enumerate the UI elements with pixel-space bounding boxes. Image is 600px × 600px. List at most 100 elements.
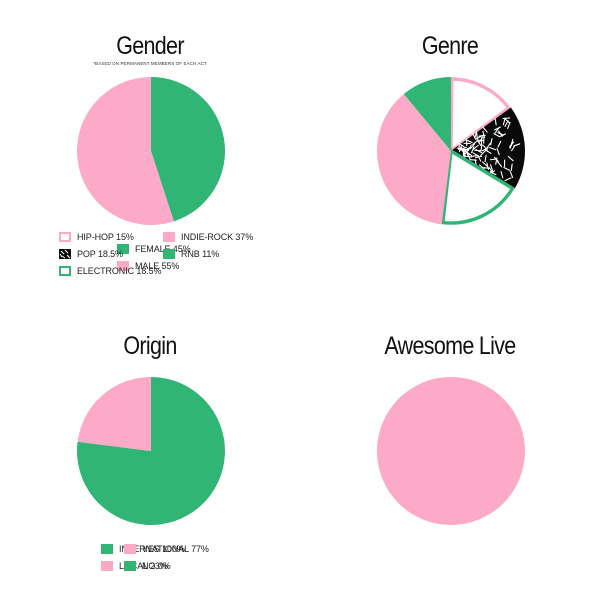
- awesome-live-slice-yes: [377, 377, 525, 525]
- pop-pattern-mark: [498, 130, 503, 137]
- pop-pattern-mark: [470, 146, 475, 154]
- pop-pattern-mark: [489, 146, 497, 151]
- legend-swatch: [101, 561, 113, 571]
- legend-label: RNB 11%: [181, 249, 220, 259]
- legend-label: INDIE-ROCK 37%: [181, 232, 254, 242]
- gender-chart-panel: Gender *BASED ON PERMANENT MEMBERS OF EA…: [0, 0, 300, 300]
- pop-pattern-mark: [484, 149, 492, 154]
- pop-pattern-mark: [486, 142, 491, 149]
- origin-chart-panel: Origin INTERNATIONAL 77% LOCAL 23%: [0, 300, 300, 600]
- legend-item: POP 18.5%: [59, 249, 123, 259]
- legend-swatch: [59, 266, 71, 276]
- legend-item: INTERNATIONAL 77%: [101, 544, 209, 554]
- genre-slice-rnb: [403, 77, 451, 151]
- awesome-live-pie: [377, 377, 525, 525]
- pop-pattern-mark: [480, 150, 486, 156]
- pop-pattern-mark: [494, 126, 501, 131]
- pop-pattern-mark: [472, 144, 479, 150]
- pop-pattern-mark: [476, 139, 485, 142]
- legend-item: HIP-HOP 15%: [59, 232, 134, 242]
- pop-pattern-mark: [494, 118, 497, 126]
- pop-pattern-mark: [500, 171, 504, 179]
- pop-pattern-mark: [504, 120, 509, 127]
- pop-pattern-mark: [470, 155, 479, 157]
- pop-pattern-mark: [510, 163, 513, 172]
- legend-swatch: [117, 244, 129, 254]
- gender-chart-subtitle: *BASED ON PERMANENT MEMBERS OF EACH ACT: [93, 61, 207, 66]
- awesome-live-chart-title: Awesome Live: [384, 332, 516, 360]
- pop-pattern-mark: [465, 139, 473, 144]
- pop-pattern-mark: [497, 140, 502, 148]
- pop-pattern-mark: [464, 148, 470, 155]
- pop-pattern-mark: [497, 161, 503, 168]
- gender-pie: [77, 77, 226, 226]
- pop-pattern-mark: [493, 156, 500, 163]
- legend-swatch: [124, 561, 136, 571]
- genre-slice-pop: [451, 107, 526, 189]
- pop-pattern-mark: [482, 144, 488, 151]
- pop-pattern-mark: [478, 164, 485, 170]
- legend-swatch: [163, 232, 175, 242]
- pop-pattern-mark: [475, 135, 483, 140]
- pop-pattern-mark: [490, 138, 493, 146]
- pop-pattern-mark: [472, 139, 479, 145]
- pop-pattern-mark: [469, 143, 476, 150]
- pop-pattern-mark: [474, 155, 483, 159]
- pop-pattern-mark: [503, 166, 511, 171]
- pop-pattern-mark: [482, 167, 490, 169]
- legend-label: MALE 55%: [135, 261, 180, 271]
- legend-swatch: [163, 249, 175, 259]
- gender-chart-title: Gender: [116, 32, 184, 60]
- legend-item: MALE 55%: [117, 261, 179, 271]
- legend-item: ELECTRONIC 18.5%: [59, 266, 162, 276]
- legend-item: INDIE-ROCK 37%: [163, 232, 253, 242]
- legend-item: LOCAL 23%: [101, 561, 168, 571]
- pop-pattern-mark: [482, 126, 488, 133]
- pop-pattern-mark: [477, 154, 482, 162]
- pop-pattern-mark: [465, 151, 473, 157]
- legend-swatch: [117, 261, 129, 271]
- awesome-live-chart-panel: Awesome Live YES 100% NO 0%: [124, 300, 600, 600]
- pop-pattern-mark: [489, 158, 498, 161]
- legend-label: HIP-HOP 15%: [77, 232, 134, 242]
- legend-label: YES 100%: [142, 544, 185, 554]
- pop-pattern-mark: [490, 164, 494, 172]
- legend-label: ELECTRONIC 18.5%: [77, 266, 162, 276]
- genre-slice-hip-hop: [449, 77, 512, 155]
- pop-pattern-mark: [503, 117, 510, 124]
- legend-label: NO 0%: [142, 561, 171, 571]
- origin-slice-local: [77, 377, 151, 451]
- legend-label: INTERNATIONAL 77%: [119, 544, 209, 554]
- genre-slice-indie-rock: [376, 93, 451, 225]
- pop-pattern-mark: [488, 167, 494, 174]
- legend-label: LOCAL 23%: [119, 561, 168, 571]
- gender-slice-male: [77, 77, 174, 226]
- pop-pattern-mark: [513, 143, 521, 147]
- legend-swatch: [101, 544, 113, 554]
- legend-label: FEMALE 45%: [135, 244, 191, 254]
- pop-pattern-mark: [496, 148, 500, 156]
- legend-swatch: [59, 232, 71, 242]
- pop-pattern-mark: [480, 143, 483, 152]
- pop-pattern-mark: [509, 171, 514, 179]
- pop-pattern-mark: [502, 118, 506, 126]
- legend-item: YES 100%: [124, 544, 185, 554]
- pop-pattern-mark: [481, 161, 488, 167]
- pop-pattern-mark: [507, 155, 514, 162]
- legend-label: POP 18.5%: [77, 249, 123, 259]
- legend-item: RNB 11%: [163, 249, 219, 259]
- legend-item: FEMALE 45%: [117, 244, 191, 254]
- pop-pattern-mark: [499, 133, 507, 138]
- origin-slice-international: [76, 377, 225, 525]
- genre-chart-panel: Genre HIP-HOP 15% POP 18.5% ELECTRONIC 18.…: [59, 0, 600, 300]
- legend-item: NO 0%: [124, 561, 171, 571]
- genre-chart-title: Genre: [421, 32, 479, 60]
- legend-swatch: [59, 249, 71, 259]
- pop-pattern-mark: [493, 133, 501, 138]
- genre-slice-electronic: [440, 148, 515, 225]
- pop-pattern-mark: [510, 138, 514, 147]
- legend-swatch: [124, 544, 136, 554]
- origin-chart-title: Origin: [123, 332, 177, 360]
- gender-slice-female: [151, 77, 226, 222]
- pop-pattern-mark: [466, 153, 471, 161]
